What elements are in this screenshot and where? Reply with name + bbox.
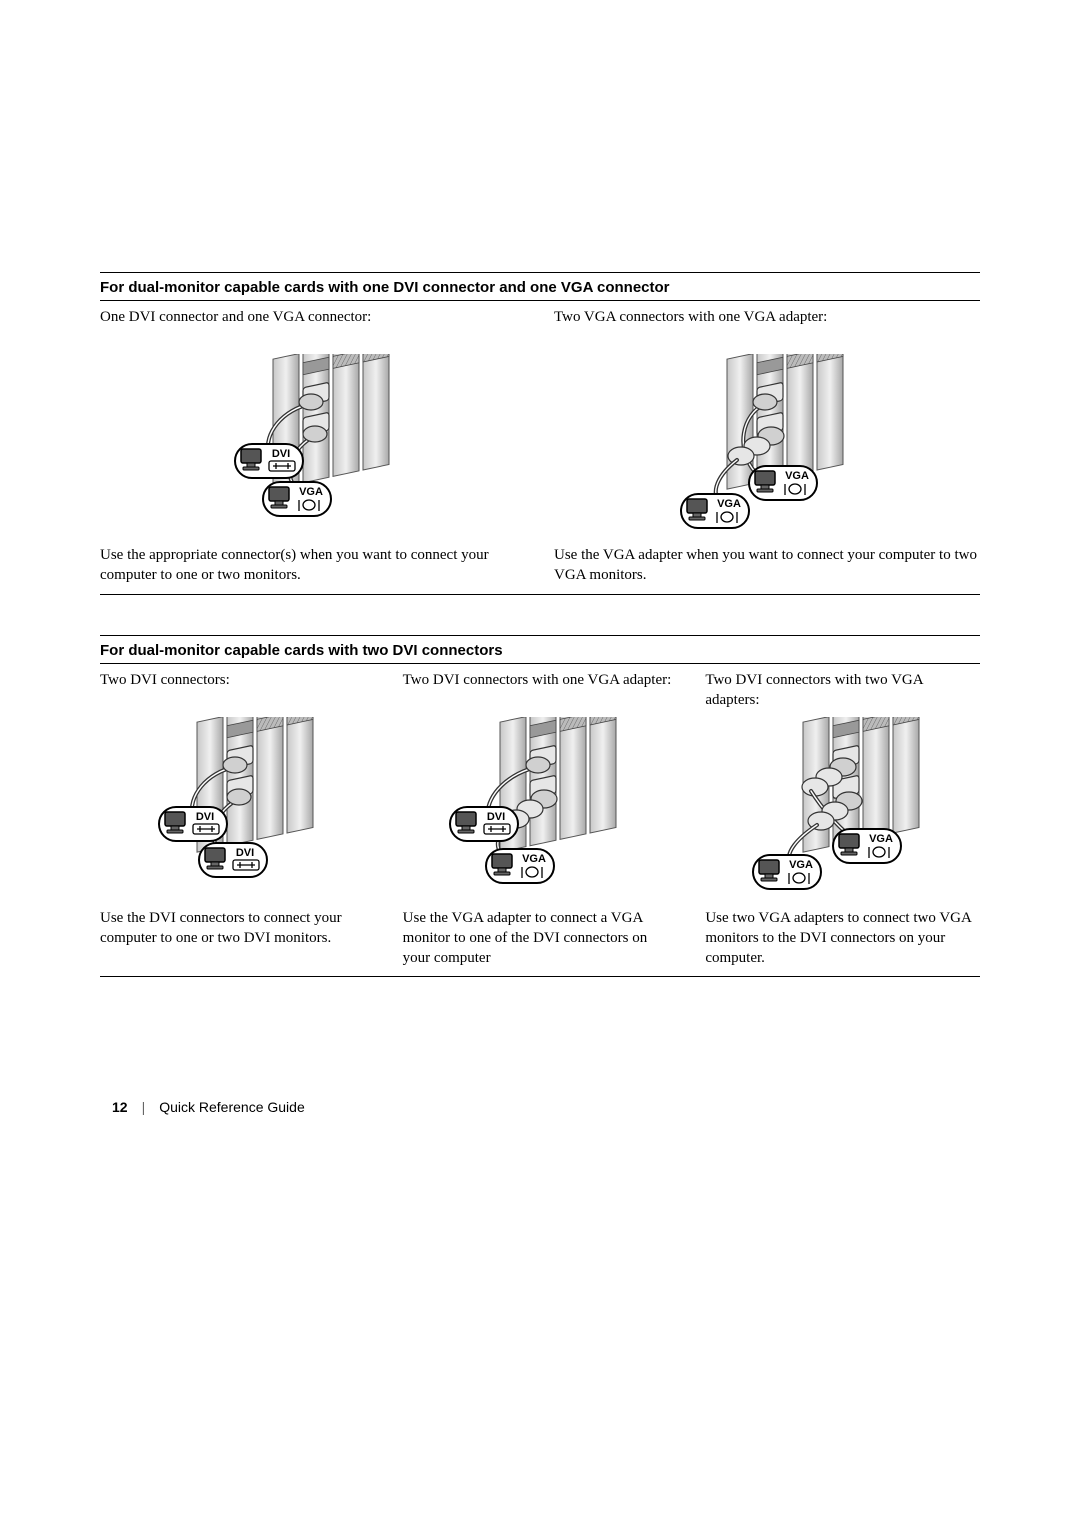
- section-dvi-vga-card: For dual-monitor capable cards with one …: [100, 272, 980, 595]
- column: Two DVI connectors with two VGA adapters…: [705, 670, 980, 969]
- column-description: Use the appropriate connector(s) when yo…: [100, 545, 526, 586]
- section-columns: One DVI connector and one VGA connector:: [100, 301, 980, 595]
- connector-diagram: VGA VGA: [705, 712, 980, 902]
- column: Two DVI connectors:: [100, 670, 375, 969]
- badge-label: VGA: [717, 498, 741, 510]
- column: Two VGA connectors with one VGA adapter:: [554, 307, 980, 586]
- column-description: Use the VGA adapter when you want to con…: [554, 545, 980, 586]
- badge-label: VGA: [522, 852, 546, 864]
- page-content: For dual-monitor capable cards with one …: [100, 272, 980, 1017]
- connector-diagram: DVI DVI: [100, 712, 375, 902]
- dvi-badge: DVI: [235, 444, 303, 478]
- column-label: Two DVI connectors:: [100, 670, 375, 712]
- section-header: For dual-monitor capable cards with two …: [100, 640, 980, 664]
- connector-diagram: VGA VGA: [554, 349, 980, 539]
- page-number: 12: [112, 1099, 128, 1115]
- badge-label: VGA: [785, 470, 809, 482]
- section-rule: [100, 272, 980, 273]
- vga-badge: VGA: [263, 482, 331, 516]
- page-title: Quick Reference Guide: [159, 1099, 305, 1115]
- badge-label: DVI: [272, 448, 290, 460]
- section-columns: Two DVI connectors:: [100, 664, 980, 978]
- column-label: Two DVI connectors with one VGA adapter:: [403, 670, 678, 712]
- connector-diagram: DVI VGA: [403, 712, 678, 902]
- column-description: Use the DVI connectors to connect your c…: [100, 908, 375, 949]
- section-rule: [100, 635, 980, 636]
- badge-label: VGA: [789, 858, 813, 870]
- connector-diagram: DVI VGA: [100, 349, 526, 539]
- page-footer: 12 | Quick Reference Guide: [112, 1099, 305, 1115]
- section-header: For dual-monitor capable cards with one …: [100, 277, 980, 301]
- badge-label: DVI: [487, 810, 505, 822]
- column-description: Use two VGA adapters to connect two VGA …: [705, 908, 980, 969]
- footer-divider: |: [142, 1099, 146, 1115]
- column-label: One DVI connector and one VGA connector:: [100, 307, 526, 349]
- column-label: Two VGA connectors with one VGA adapter:: [554, 307, 980, 349]
- column-description: Use the VGA adapter to connect a VGA mon…: [403, 908, 678, 969]
- badge-label: VGA: [299, 486, 323, 498]
- column: Two DVI connectors with one VGA adapter:: [403, 670, 678, 969]
- badge-label: DVI: [196, 810, 214, 822]
- column-label: Two DVI connectors with two VGA adapters…: [705, 670, 980, 712]
- badge-label: DVI: [236, 846, 254, 858]
- column: One DVI connector and one VGA connector:: [100, 307, 526, 586]
- section-two-dvi-card: For dual-monitor capable cards with two …: [100, 635, 980, 978]
- badge-label: VGA: [869, 832, 893, 844]
